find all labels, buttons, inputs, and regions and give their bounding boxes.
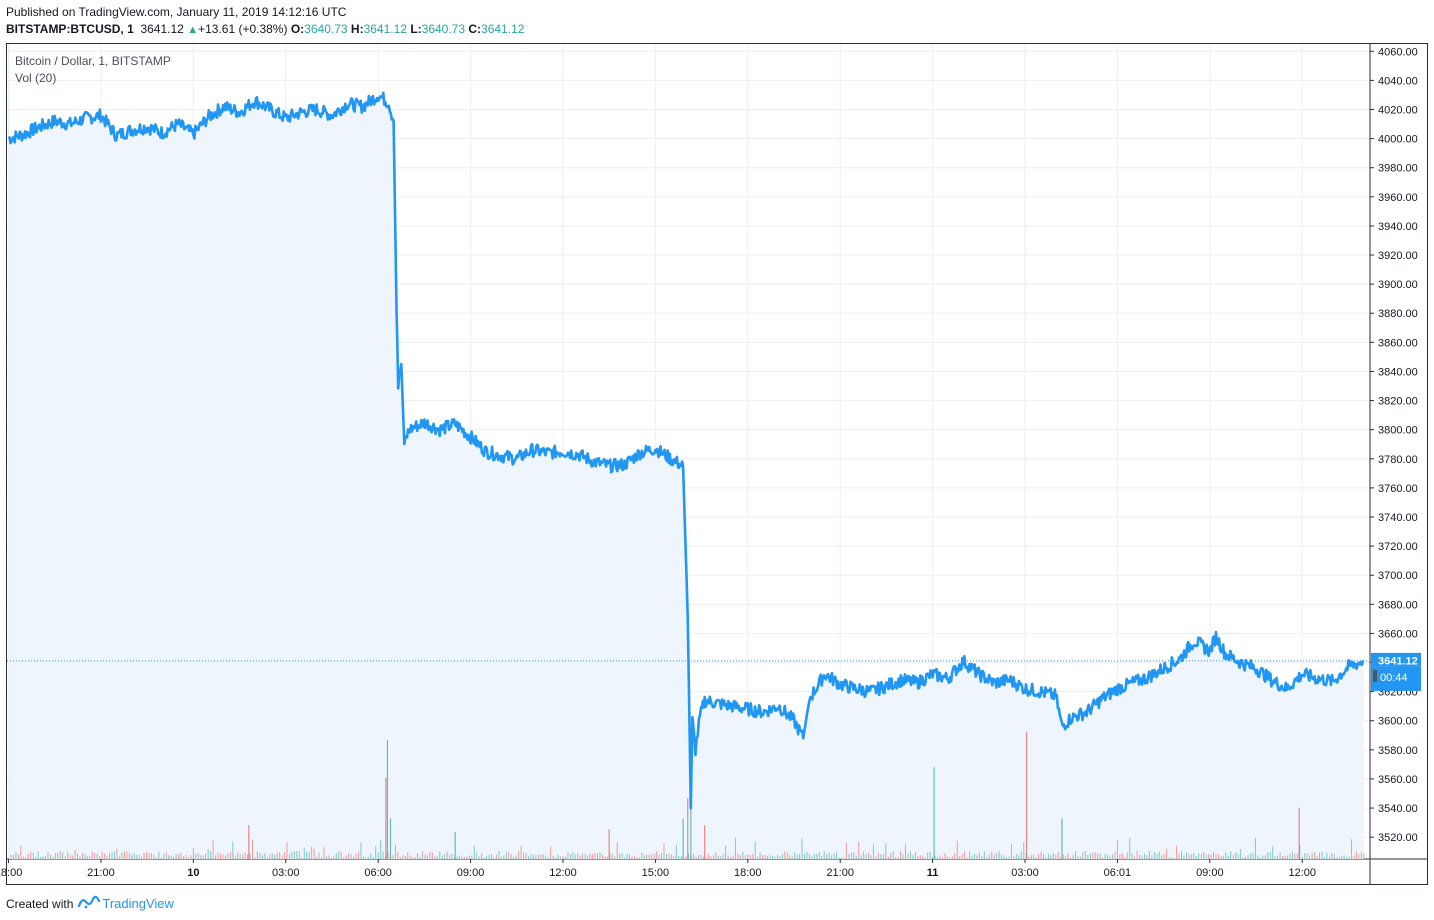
y-tick-label: 3660.00 <box>1378 628 1418 640</box>
published-caption: Published on TradingView.com, January 11… <box>6 5 346 19</box>
close-value: 3641.12 <box>481 22 525 36</box>
countdown-badge <box>1371 666 1421 691</box>
y-tick-label: 3740.00 <box>1378 512 1418 524</box>
last-price-label: 3641.12 <box>1378 655 1418 667</box>
low-label: L: <box>410 22 422 36</box>
low-value: 3640.73 <box>421 22 466 36</box>
y-tick-label: 3820.00 <box>1378 396 1418 408</box>
y-tick-label: 3900.00 <box>1378 279 1418 291</box>
tradingview-brand[interactable]: TradingView <box>102 896 174 911</box>
y-tick-label: 3920.00 <box>1378 250 1418 262</box>
created-with-text: Created with <box>6 896 74 911</box>
x-tick-label: 09:00 <box>457 867 485 879</box>
up-arrow-icon: ▲ <box>187 24 199 36</box>
price-line <box>7 91 1365 810</box>
y-tick-label: 3760.00 <box>1378 483 1418 495</box>
x-tick-label: 18:00 <box>734 867 762 879</box>
x-tick-label: 21:00 <box>826 867 854 879</box>
high-label: H: <box>350 22 364 36</box>
x-tick-label: 03:00 <box>272 867 300 879</box>
open-value: 3640.73 <box>304 22 348 36</box>
y-tick-label: 3600.00 <box>1378 716 1418 728</box>
y-tick-label: 3980.00 <box>1378 163 1418 175</box>
close-label: C: <box>468 22 482 36</box>
y-tick-label: 3960.00 <box>1378 192 1418 204</box>
x-tick-label: 09:00 <box>1196 867 1224 879</box>
symbol-ohlc-bar: BITSTAMP:BTCUSD, 1 3641.12 ▲+13.61 (+0.3… <box>6 22 524 36</box>
y-tick-label: 3520.00 <box>1378 832 1418 844</box>
y-tick-label: 3800.00 <box>1378 425 1418 437</box>
y-tick-label: 3700.00 <box>1378 570 1418 582</box>
y-tick-label: 3880.00 <box>1378 308 1418 320</box>
x-tick-label: 18:00 <box>0 867 22 879</box>
y-tick-label: 3860.00 <box>1378 337 1418 349</box>
y-tick-label: 4040.00 <box>1378 75 1418 87</box>
last-price-value: 3641.12 <box>140 22 184 36</box>
x-tick-label: 06:01 <box>1104 867 1132 879</box>
symbol-label[interactable]: BITSTAMP:BTCUSD, 1 <box>6 22 134 36</box>
y-tick-label: 3940.00 <box>1378 221 1418 233</box>
last-price-badge <box>1371 652 1421 667</box>
y-tick-label: 3840.00 <box>1378 366 1418 378</box>
x-tick-label: 15:00 <box>642 867 670 879</box>
y-tick-label: 3540.00 <box>1378 803 1418 815</box>
high-value: 3641.12 <box>363 22 407 36</box>
y-tick-label: 4020.00 <box>1378 104 1418 116</box>
chart-frame <box>6 43 1428 885</box>
open-label: O: <box>290 22 305 36</box>
x-tick-label: 11 <box>927 867 939 879</box>
volume-indicator-label[interactable]: Vol (20) <box>15 71 57 85</box>
y-tick-label: 3780.00 <box>1378 454 1418 466</box>
footer-credit: Created with TradingView <box>6 895 174 912</box>
y-tick-label: 3580.00 <box>1378 745 1418 757</box>
y-tick-label: 4000.00 <box>1378 134 1418 146</box>
series-title[interactable]: Bitcoin / Dollar, 1, BITSTAMP <box>15 54 171 68</box>
tradingview-logo-icon[interactable] <box>78 895 101 912</box>
x-tick-label: 12:00 <box>549 867 577 879</box>
pane-legend: Bitcoin / Dollar, 1, BITSTAMP Vol (20) <box>15 53 171 87</box>
y-tick-label: 4060.00 <box>1378 46 1418 58</box>
y-tick-label: 3560.00 <box>1378 774 1418 786</box>
x-tick-label: 10 <box>187 867 199 879</box>
price-area-fill <box>8 92 1364 860</box>
x-tick-label: 03:00 <box>1011 867 1039 879</box>
countdown-marker <box>1373 669 1377 682</box>
countdown-label: 00:44 <box>1380 672 1408 684</box>
x-tick-label: 21:00 <box>87 867 115 879</box>
price-change: +13.61 (+0.38%) <box>198 22 288 36</box>
published-text: Published on TradingView.com, January 11… <box>6 5 347 19</box>
y-tick-label: 3720.00 <box>1378 541 1418 553</box>
x-tick-label: 12:00 <box>1288 867 1316 879</box>
x-tick-label: 06:00 <box>364 867 392 879</box>
y-tick-label: 3680.00 <box>1378 599 1418 611</box>
